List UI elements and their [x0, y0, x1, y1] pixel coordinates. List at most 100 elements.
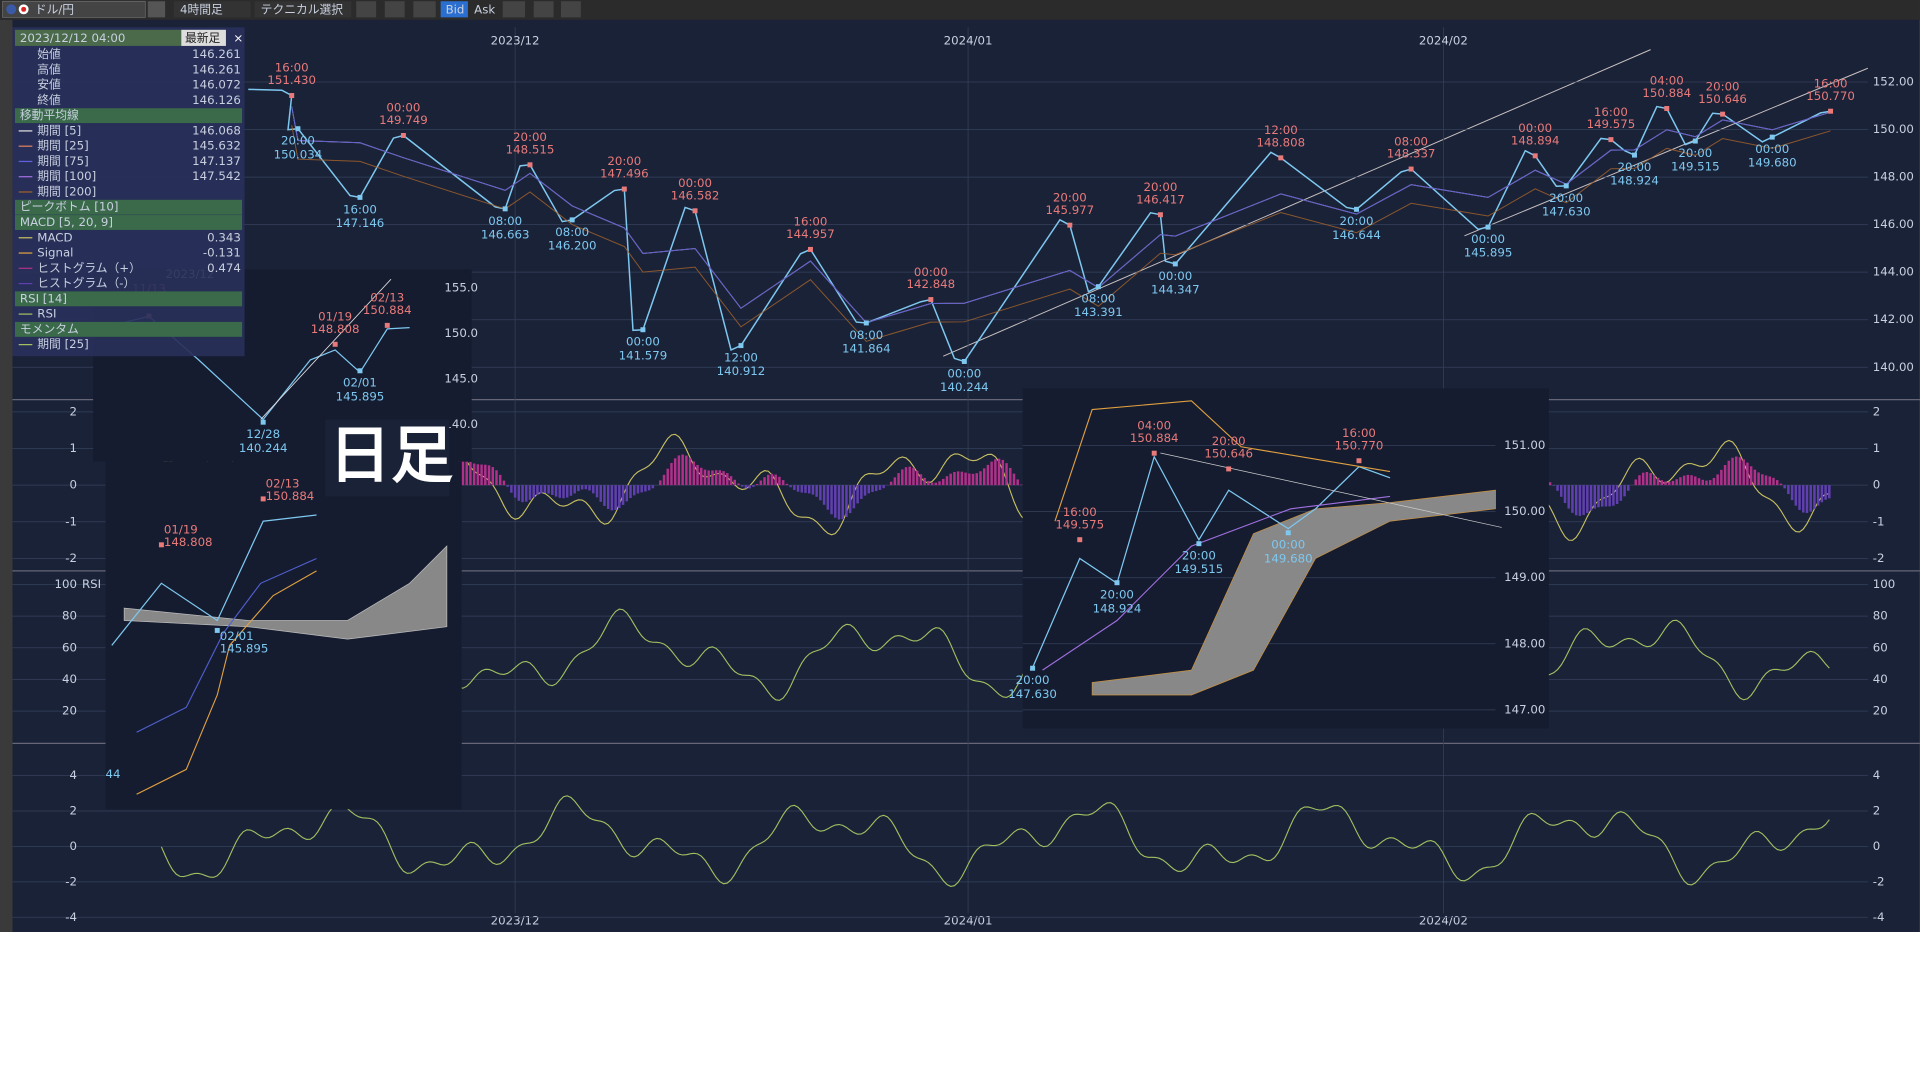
latest-button[interactable]: [181, 29, 226, 46]
inset-line: [136, 570, 317, 795]
annotation-time: 16:00: [275, 61, 309, 75]
info-label: 期間 [25]: [37, 139, 88, 153]
annotation-time: 00:00: [1158, 269, 1192, 283]
annotation-price: 149.680: [1264, 551, 1313, 565]
annotation-price: 149.575: [1587, 117, 1636, 131]
ask[interactable]: Ask: [474, 2, 495, 16]
technical-select[interactable]: [254, 1, 352, 18]
annotation-time: 02/13: [370, 291, 404, 305]
annotation-time: 00:00: [678, 176, 712, 190]
peak-marker: [1151, 450, 1157, 456]
dropdown[interactable]: [147, 1, 166, 18]
info-value: 146.261: [192, 47, 241, 61]
annotation-price: 148.808: [1256, 135, 1305, 149]
bottom-marker: [1692, 138, 1698, 144]
info-label: ヒストグラム（+）: [37, 261, 141, 275]
inset-line: [1054, 400, 1391, 522]
annotation-price: 150.770: [1335, 438, 1384, 452]
inset-tick: 150.0: [444, 326, 478, 340]
peak-marker: [1067, 222, 1073, 228]
annotation-time: 00:00: [914, 265, 948, 279]
timeframe[interactable]: 4時間足: [180, 2, 223, 16]
annotation-time: 08:00: [1081, 292, 1115, 306]
pair-select[interactable]: [2, 0, 146, 18]
info-label: RSI: [37, 307, 56, 321]
bid[interactable]: Bid: [446, 2, 465, 16]
annotation-price: 147.146: [336, 216, 385, 230]
trend-line: [1464, 67, 1868, 237]
annotation-price: 144.957: [786, 227, 835, 241]
close-button[interactable]: ×: [233, 31, 243, 45]
section-header: [14, 321, 243, 337]
inset-trend: [260, 278, 392, 420]
cloud: [1091, 489, 1496, 696]
annotation-price: 148.894: [1511, 133, 1560, 147]
cloud: [123, 545, 448, 640]
panel-label: RSI: [82, 577, 101, 591]
peak-marker: [1356, 458, 1362, 464]
annotation-price: 146.200: [548, 238, 597, 252]
y-tick-label: 60: [62, 640, 77, 654]
inset-tick: 147.00: [1504, 702, 1545, 716]
annotation-time: 00:00: [1471, 232, 1505, 246]
annotation-price: 149.515: [1671, 160, 1720, 174]
date-label: 2024/01: [944, 33, 993, 47]
peak-marker: [332, 341, 338, 347]
annotation-time: 02/01: [343, 376, 377, 390]
bottom-marker: [357, 194, 363, 200]
y-tick-label: 144.00: [1873, 265, 1914, 279]
y-tick-label: 2: [70, 404, 78, 418]
annotation-time: 16:00: [343, 202, 377, 216]
info-value: 145.632: [192, 139, 241, 153]
y-tick-label: -4: [65, 910, 77, 924]
peak-marker: [289, 93, 295, 98]
bottom-marker: [569, 217, 575, 223]
y-tick-label: 1: [1873, 441, 1881, 455]
y-tick-label: -2: [1873, 874, 1885, 888]
pair[interactable]: ドル/円: [35, 2, 74, 16]
bottom-marker: [295, 126, 301, 132]
bottom-marker: [1172, 261, 1178, 267]
annotation-price: 147.496: [600, 167, 649, 181]
y-tick-label: -2: [65, 551, 77, 565]
bottom-marker: [260, 419, 266, 425]
annotation-time: 00:00: [386, 101, 420, 115]
inset-tick: 150.00: [1504, 504, 1545, 518]
y-tick-label: -2: [1873, 551, 1885, 565]
inset-line: [1042, 495, 1391, 671]
y-tick-label: -1: [1873, 514, 1885, 528]
annotation-time: 20:00: [1143, 180, 1177, 194]
zoom-in[interactable]: [561, 1, 581, 18]
annotation-price: 146.644: [1332, 228, 1381, 242]
annotation-price: 150.884: [1130, 431, 1179, 445]
inset-price-line: [111, 514, 317, 646]
annotation-time: 08:00: [555, 225, 589, 239]
y-tick-label: 2: [1873, 404, 1881, 418]
annotation-price: 145.895: [1464, 246, 1513, 260]
wave-button[interactable]: [502, 1, 526, 18]
info-value: 146.072: [192, 78, 241, 92]
info-button[interactable]: [384, 1, 405, 18]
timeframe-select[interactable]: [173, 1, 251, 18]
pen-button[interactable]: [356, 1, 377, 18]
zoom-out[interactable]: [533, 1, 554, 18]
technical[interactable]: テクニカル選択: [261, 2, 344, 16]
annotation-time: 01/19: [318, 309, 352, 323]
y-tick-label: 1: [70, 441, 78, 455]
y-tick-label: 4: [70, 768, 78, 782]
inset-tick: 145.0: [444, 371, 478, 385]
y-tick-label: 0: [70, 839, 78, 853]
left-edge: [0, 19, 13, 932]
inset-tick: 151.00: [1504, 438, 1545, 452]
bid-button[interactable]: [440, 1, 468, 18]
latest[interactable]: 最新足: [185, 31, 221, 45]
annotation-price: 150.646: [1698, 92, 1747, 106]
moving-average: [291, 106, 1831, 324]
trend-line: [943, 49, 1651, 357]
annotation-time: 20:00: [1016, 673, 1050, 687]
chart-button[interactable]: [413, 1, 436, 18]
annotation-time: 02/13: [266, 476, 300, 490]
info-value: 0.343: [207, 230, 241, 244]
peak-marker: [1664, 106, 1670, 111]
peak-marker: [1157, 212, 1163, 218]
